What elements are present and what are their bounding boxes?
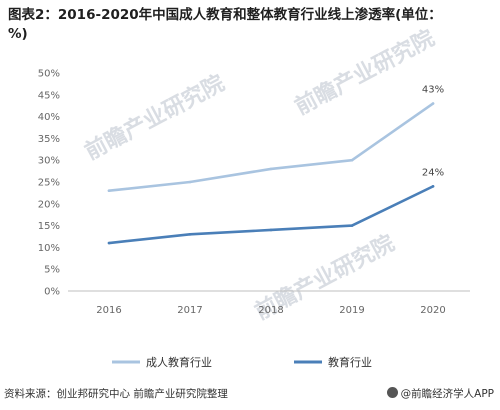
source-note: 资料来源：创业邦研究中心 前瞻产业研究院整理 [4, 388, 228, 400]
x-tick-label: 2020 [420, 305, 445, 316]
data-point [431, 185, 435, 188]
data-point [188, 233, 192, 236]
data-point [188, 180, 192, 184]
y-tick-label: 15% [38, 221, 60, 232]
data-point [350, 158, 354, 162]
legend-label-1: 成人教育行业 [146, 355, 212, 369]
data-point [107, 189, 111, 193]
watermark-text-0: 前瞻产业研究院 [81, 70, 229, 165]
y-tick-label: 10% [38, 243, 60, 254]
data-point [269, 228, 273, 232]
brand-logo-icon [386, 387, 398, 398]
data-point [350, 224, 354, 227]
x-tick-label: 2016 [96, 305, 121, 316]
x-tick-label: 2019 [339, 305, 364, 316]
y-tick-label: 40% [38, 112, 60, 123]
chart-title: 图表2：2016-2020年中国成人教育和整体教育行业线上渗透率(单位：%) [8, 7, 442, 42]
data-point [431, 102, 435, 105]
brand-text: @前瞻经济学人APP [400, 388, 494, 400]
data-point [269, 167, 273, 171]
data-label: 24% [422, 167, 444, 178]
chart-axes: 0% 5% 10% 15% 20% 25% 30% 35% 40% 45% 50% 2016 2017 2… [38, 69, 470, 316]
y-tick-label: 0% [44, 287, 60, 298]
legend-label-2: 教育行业 [328, 355, 372, 369]
y-tick-label: 25% [38, 178, 60, 189]
y-tick-label: 30% [38, 156, 60, 167]
series-layer: 43% 24% [107, 85, 444, 245]
x-tick-label: 2017 [177, 305, 202, 316]
x-tick-label: 2018 [258, 305, 283, 316]
y-tick-label: 20% [38, 199, 60, 210]
data-label: 43% [422, 85, 444, 96]
y-tick-label: 35% [38, 134, 60, 145]
chart-legend: 成人教育行业 教育行业 [112, 355, 372, 369]
data-point [107, 241, 111, 245]
watermark-text-1: 前瞻产业研究院 [291, 25, 439, 120]
y-tick-label: 5% [44, 265, 60, 276]
brand-credit: @前瞻经济学人APP [386, 386, 494, 401]
y-tick-label: 50% [38, 69, 60, 80]
y-tick-label: 45% [38, 90, 60, 101]
